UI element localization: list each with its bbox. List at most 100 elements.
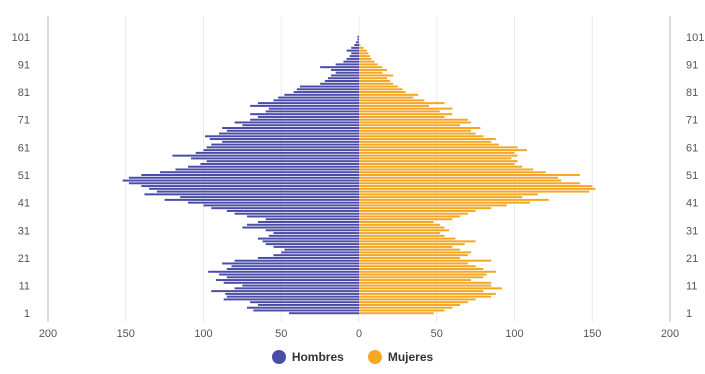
bar-hombres[interactable] [159,171,359,174]
bar-mujeres[interactable] [359,237,456,240]
bar-hombres[interactable] [231,265,359,268]
bar-hombres[interactable] [335,71,359,74]
bar-hombres[interactable] [187,165,359,168]
bar-mujeres[interactable] [359,226,445,229]
bar-hombres[interactable] [346,49,359,52]
bar-hombres[interactable] [141,174,359,176]
bar-hombres[interactable] [299,85,359,88]
bar-hombres[interactable] [141,185,359,188]
bar-hombres[interactable] [226,276,359,279]
bar-hombres[interactable] [289,312,359,315]
bar-hombres[interactable] [268,107,359,110]
bar-hombres[interactable] [234,212,359,215]
bar-hombres[interactable] [331,74,359,77]
bar-hombres[interactable] [324,80,359,82]
bar-mujeres[interactable] [359,243,465,246]
bar-mujeres[interactable] [359,74,394,77]
bar-hombres[interactable] [327,77,359,80]
bar-hombres[interactable] [205,135,359,138]
bar-mujeres[interactable] [359,160,518,163]
bar-hombres[interactable] [208,270,359,273]
bar-hombres[interactable] [354,44,359,47]
bar-hombres[interactable] [206,160,359,163]
bar-hombres[interactable] [242,284,359,287]
bar-mujeres[interactable] [359,52,369,55]
bar-mujeres[interactable] [359,185,593,188]
bar-mujeres[interactable] [359,176,559,179]
bar-mujeres[interactable] [359,209,476,212]
bar-hombres[interactable] [144,193,359,196]
bar-hombres[interactable] [222,127,359,129]
bar-hombres[interactable] [250,118,359,121]
bar-hombres[interactable] [242,124,359,127]
bar-hombres[interactable] [265,229,359,232]
bar-mujeres[interactable] [359,268,484,270]
bar-mujeres[interactable] [359,287,503,290]
bar-mujeres[interactable] [359,102,445,105]
bar-mujeres[interactable] [359,168,534,171]
bar-mujeres[interactable] [359,154,518,157]
bar-hombres[interactable] [211,207,359,210]
bar-mujeres[interactable] [359,295,492,298]
bar-hombres[interactable] [265,243,359,246]
bar-hombres[interactable] [331,68,359,71]
bar-mujeres[interactable] [359,118,468,121]
bar-mujeres[interactable] [359,232,440,235]
bar-hombres[interactable] [226,295,359,298]
bar-mujeres[interactable] [359,143,499,146]
bar-mujeres[interactable] [359,273,487,276]
bar-mujeres[interactable] [359,306,453,309]
bar-hombres[interactable] [222,262,359,265]
bar-mujeres[interactable] [359,221,434,223]
bar-mujeres[interactable] [359,174,580,176]
bar-mujeres[interactable] [359,82,394,85]
bar-hombres[interactable] [349,55,359,58]
bar-hombres[interactable] [234,259,359,262]
bar-mujeres[interactable] [359,215,461,218]
bar-hombres[interactable] [219,132,359,135]
bar-mujeres[interactable] [359,77,387,80]
bar-mujeres[interactable] [359,234,445,237]
bar-mujeres[interactable] [359,99,425,102]
bar-hombres[interactable] [273,232,359,235]
bar-hombres[interactable] [172,154,359,157]
bar-mujeres[interactable] [359,207,492,210]
bar-mujeres[interactable] [359,262,468,265]
bar-mujeres[interactable] [359,196,523,199]
bar-hombres[interactable] [273,245,359,248]
bar-hombres[interactable] [223,281,359,284]
bar-mujeres[interactable] [359,292,496,295]
bar-hombres[interactable] [242,226,359,229]
bar-mujeres[interactable] [359,276,484,279]
bar-mujeres[interactable] [359,265,476,268]
bar-mujeres[interactable] [359,301,468,304]
bar-hombres[interactable] [281,251,359,254]
bar-mujeres[interactable] [359,127,481,129]
bar-mujeres[interactable] [359,198,549,201]
bar-hombres[interactable] [211,290,359,293]
bar-mujeres[interactable] [359,303,461,306]
bar-hombres[interactable] [257,256,359,259]
bar-hombres[interactable] [226,268,359,270]
bar-mujeres[interactable] [359,240,476,243]
bar-mujeres[interactable] [359,124,461,127]
bar-mujeres[interactable] [359,171,546,174]
bar-hombres[interactable] [273,99,359,102]
bar-mujeres[interactable] [359,284,492,287]
bar-mujeres[interactable] [359,57,372,60]
bar-hombres[interactable] [343,60,359,63]
bar-hombres[interactable] [203,204,360,207]
bar-hombres[interactable] [284,248,359,251]
bar-mujeres[interactable] [359,66,383,69]
bar-mujeres[interactable] [359,113,453,116]
bar-hombres[interactable] [357,35,359,38]
legend-item-hombres[interactable]: Hombres [271,350,344,364]
bar-hombres[interactable] [257,115,359,118]
bar-mujeres[interactable] [359,88,403,91]
bar-hombres[interactable] [250,301,359,304]
bar-hombres[interactable] [234,121,359,124]
bar-hombres[interactable] [215,279,359,282]
bar-mujeres[interactable] [359,190,590,193]
bar-hombres[interactable] [195,151,359,154]
bar-mujeres[interactable] [359,157,512,160]
